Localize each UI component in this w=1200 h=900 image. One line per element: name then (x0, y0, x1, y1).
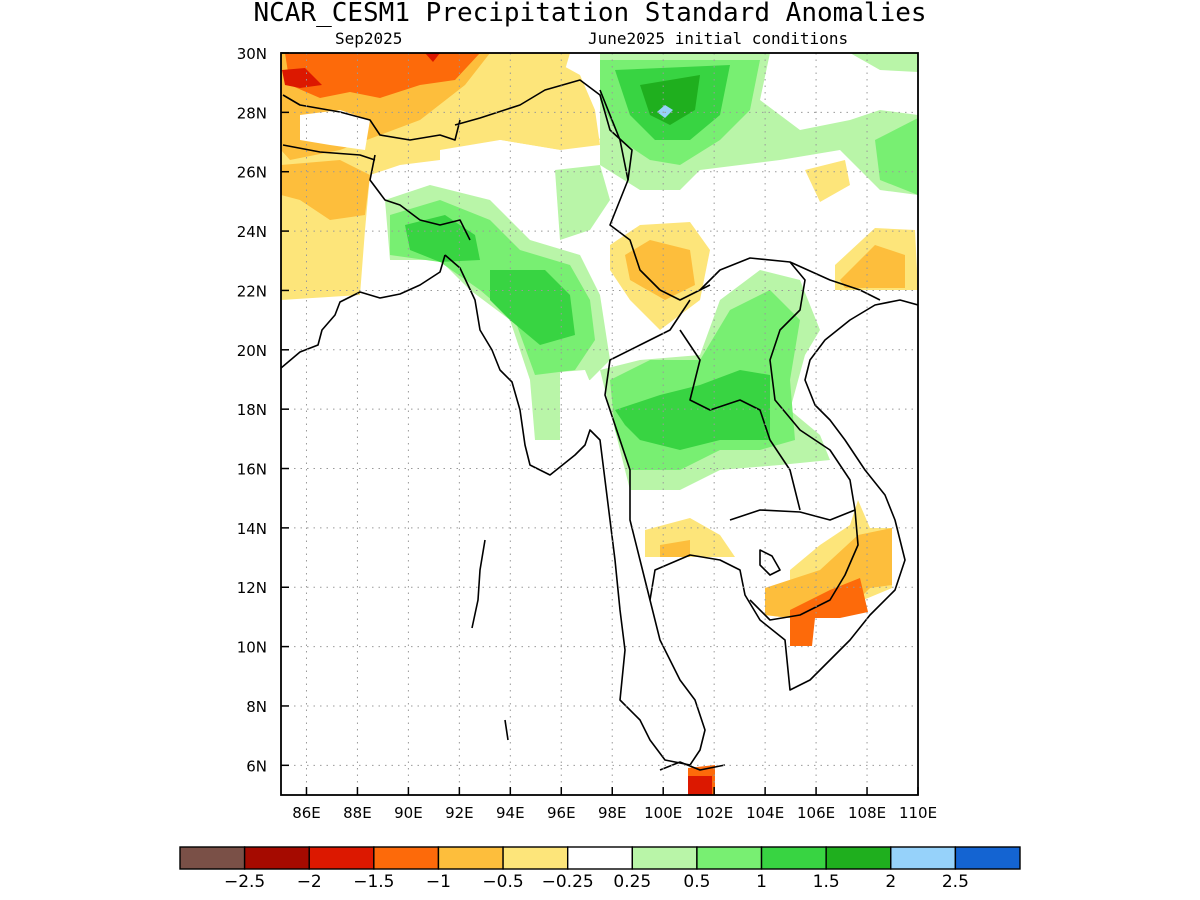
y-tick-label: 18N (237, 401, 267, 419)
y-tick-label: 6N (246, 757, 267, 775)
indochina-coastline (649, 299, 918, 766)
x-tick-label: 86E (292, 804, 321, 822)
colorbar-label: −0.25 (542, 872, 594, 892)
colorbar-label: −1.5 (353, 872, 394, 892)
x-tick-label: 98E (598, 804, 627, 822)
colorbar-label: 0.5 (683, 872, 710, 892)
anomaly-region (540, 95, 600, 148)
y-tick-label: 22N (237, 282, 267, 300)
vietnam-china-border (789, 261, 881, 301)
y-tick-label: 30N (237, 45, 267, 63)
bangladesh-border (369, 154, 471, 241)
anomaly-region (490, 270, 575, 345)
colorbar-label: 1 (756, 872, 767, 892)
anomaly-region (300, 110, 370, 150)
colorbar-swatch (631, 846, 698, 870)
anomaly-region (282, 68, 322, 88)
colorbar-swatch (825, 846, 892, 870)
y-tick-label: 20N (237, 342, 267, 360)
anomaly-region (425, 53, 440, 62)
bhutan-border (454, 79, 633, 181)
y-tick-label: 12N (237, 579, 267, 597)
colorbar-label: −0.5 (482, 872, 523, 892)
nicobar-islands (504, 719, 509, 741)
colorbar-swatch (890, 846, 957, 870)
colorbar-swatch (437, 846, 504, 870)
colorbar-label: −2 (297, 872, 322, 892)
x-tick-label: 94E (496, 804, 525, 822)
x-tick-label: 90E (394, 804, 423, 822)
nepal-southern-border (282, 144, 376, 161)
x-tick-label: 106E (797, 804, 835, 822)
colorbar: −2.5 −2 −1.5 −1 −0.5 −0.25 0.25 0.5 1 1.5 2 2.5 (179, 846, 1021, 892)
colorbar-label: 0.25 (613, 872, 651, 892)
tonle-sap-lake (759, 549, 781, 576)
colorbar-swatch (502, 846, 569, 870)
colorbar-swatch (308, 846, 375, 870)
anomaly-region (405, 215, 480, 262)
plot-frame (280, 52, 919, 796)
colorbar-label: 1.5 (813, 872, 840, 892)
x-tick-label: 88E (343, 804, 372, 822)
india-coastline (281, 254, 446, 369)
x-tick-label: 108E (848, 804, 886, 822)
anomaly-region (805, 160, 850, 202)
malaysia-thailand-border (659, 761, 726, 771)
x-tick-label: 104E (746, 804, 784, 822)
colorbar-label: 2 (885, 872, 896, 892)
x-axis: 86E 88E 90E 92E 94E 96E 98E 100E 102E 104E 106E 108… (292, 787, 937, 822)
map-subtitle-month: Sep2025 (335, 29, 402, 48)
anomaly-region (281, 160, 370, 220)
colorbar-swatch (566, 846, 634, 870)
laos-border (699, 257, 856, 511)
colorbar-swatch (954, 846, 1021, 870)
anomaly-region (440, 140, 600, 210)
y-tick-label: 16N (237, 461, 267, 479)
china-myanmar-border (599, 89, 711, 301)
mekong-border (679, 329, 801, 511)
coastlines (281, 79, 918, 771)
map-subtitle-initial-conditions: June2025 initial conditions (588, 29, 848, 48)
nepal-border (282, 94, 461, 141)
x-tick-label: 110E (899, 804, 937, 822)
anomaly-region (688, 776, 712, 795)
y-tick-label: 26N (237, 164, 267, 182)
anomaly-region (520, 53, 570, 70)
x-tick-label: 92E (445, 804, 474, 822)
anomaly-region (560, 370, 590, 385)
colorbar-label: −2.5 (224, 872, 265, 892)
anomaly-region (625, 240, 695, 300)
map-title: NCAR_CESM1 Precipitation Standard Anomal… (253, 0, 926, 28)
anomaly-region (850, 53, 918, 72)
anomaly-region (660, 540, 690, 557)
y-tick-label: 14N (237, 520, 267, 538)
anomaly-region (875, 118, 918, 195)
anomaly-region (555, 165, 610, 240)
colorbar-swatch (373, 846, 440, 870)
y-tick-label: 10N (237, 639, 267, 657)
y-axis: 6N 8N 10N 12N 14N 16N 18N 20N 22N 24N 26N 28N 30N (237, 45, 289, 775)
y-tick-label: 28N (237, 104, 267, 122)
cambodia-border (729, 509, 859, 621)
y-tick-label: 8N (246, 698, 267, 716)
anomaly-region (657, 105, 673, 118)
anomaly-region (285, 53, 480, 98)
anomaly-shading (281, 53, 918, 795)
anomaly-region (840, 245, 905, 288)
colorbar-swatch (179, 846, 246, 870)
anomaly-region (615, 370, 770, 450)
anomaly-region (790, 578, 868, 646)
y-tick-label: 24N (237, 223, 267, 241)
x-tick-label: 96E (547, 804, 576, 822)
x-tick-label: 102E (695, 804, 733, 822)
myanmar-coastline (444, 254, 691, 766)
colorbar-label: −1 (426, 872, 451, 892)
colorbar-swatch (696, 846, 763, 870)
colorbar-swatch (243, 846, 310, 870)
colorbar-swatch (760, 846, 827, 870)
andaman-islands (471, 539, 486, 629)
x-tick-label: 100E (644, 804, 682, 822)
colorbar-label: 2.5 (942, 872, 969, 892)
